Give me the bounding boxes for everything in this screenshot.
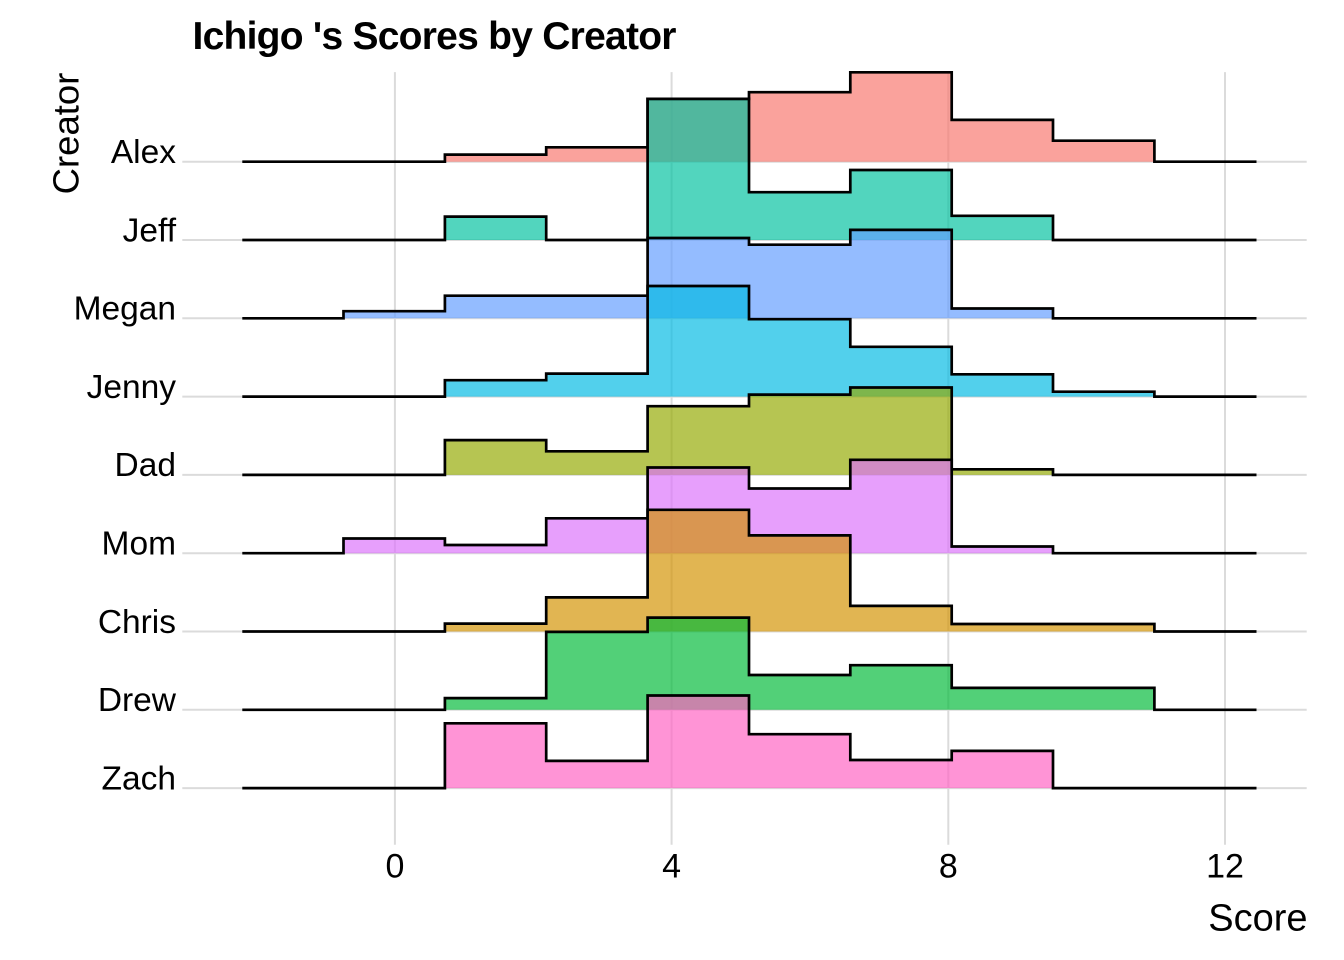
svg-text:Alex: Alex: [111, 134, 176, 171]
svg-text:4: 4: [662, 848, 681, 886]
svg-text:0: 0: [385, 848, 404, 886]
svg-text:Dad: Dad: [115, 447, 176, 484]
svg-text:Ichigo 's Scores by Creator: Ichigo 's Scores by Creator: [193, 15, 677, 58]
svg-text:Creator: Creator: [46, 73, 87, 195]
svg-text:Zach: Zach: [102, 760, 176, 797]
svg-text:Jeff: Jeff: [123, 212, 177, 249]
svg-text:Score: Score: [1208, 898, 1307, 940]
svg-text:Megan: Megan: [74, 291, 176, 328]
svg-text:Jenny: Jenny: [87, 369, 177, 406]
svg-text:8: 8: [939, 848, 958, 886]
svg-text:12: 12: [1206, 848, 1244, 886]
svg-text:Chris: Chris: [98, 604, 176, 641]
svg-text:Mom: Mom: [102, 526, 176, 563]
svg-text:Drew: Drew: [98, 682, 177, 719]
